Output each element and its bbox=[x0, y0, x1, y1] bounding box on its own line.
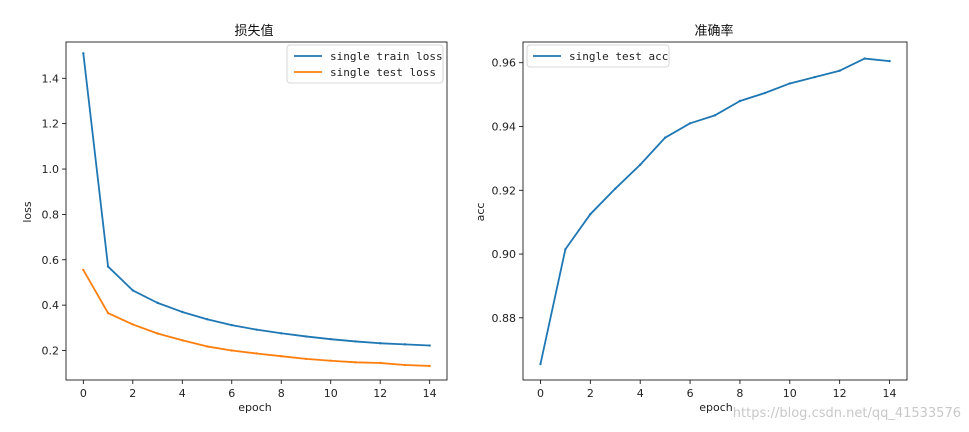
data-point bbox=[663, 136, 667, 139]
loss-legend-label-train: single train loss bbox=[330, 50, 443, 63]
acc-legend-label: single test acc bbox=[569, 50, 668, 63]
data-point bbox=[428, 344, 431, 347]
data-point bbox=[106, 311, 110, 315]
acc-x-axis-label: epoch bbox=[699, 401, 733, 414]
y-tick-label: 0.2 bbox=[42, 345, 60, 358]
data-point bbox=[181, 310, 184, 314]
y-tick-label: 0.90 bbox=[492, 248, 517, 261]
x-tick-label: 0 bbox=[537, 387, 544, 400]
y-tick-label: 0.8 bbox=[42, 208, 60, 221]
x-tick-label: 6 bbox=[228, 387, 235, 400]
x-tick-label: 4 bbox=[637, 387, 644, 400]
series-line-1 bbox=[82, 53, 430, 347]
data-point bbox=[205, 345, 209, 348]
data-point bbox=[379, 361, 382, 365]
data-point bbox=[82, 52, 85, 55]
data-point bbox=[131, 323, 134, 326]
data-point bbox=[539, 362, 542, 366]
y-tick-label: 0.92 bbox=[492, 184, 517, 197]
y-tick-label: 0.88 bbox=[492, 312, 517, 325]
data-point bbox=[82, 268, 85, 272]
data-point bbox=[403, 363, 407, 367]
data-point bbox=[280, 354, 283, 358]
data-point bbox=[428, 364, 431, 368]
x-tick-label: 8 bbox=[278, 387, 285, 400]
x-tick-label: 14 bbox=[883, 387, 897, 400]
acc-chart: 准确率 0 2 4 6 8 10 12 14 0.88 0.90 0.92 0.94 0.96 epoc… bbox=[474, 23, 908, 414]
data-point bbox=[329, 359, 332, 362]
data-point bbox=[255, 352, 258, 355]
data-point bbox=[688, 122, 692, 125]
y-tick-label: 1.0 bbox=[42, 163, 60, 176]
data-point bbox=[813, 75, 816, 79]
loss-legend-box bbox=[286, 44, 444, 84]
acc-plot-area: 0 2 4 6 8 10 12 14 0.88 0.90 0.92 0.94 0.96 bbox=[492, 57, 897, 400]
data-point bbox=[106, 265, 110, 268]
y-tick-label: 0.94 bbox=[492, 121, 517, 134]
x-tick-label: 8 bbox=[736, 387, 743, 400]
x-tick-label: 2 bbox=[129, 387, 136, 400]
y-tick-label: 0.6 bbox=[42, 254, 60, 267]
data-point bbox=[614, 187, 617, 190]
acc-chart-title: 准确率 bbox=[694, 23, 733, 39]
data-point bbox=[156, 301, 159, 305]
watermark-text: https://blog.csdn.net/qq_41533576 bbox=[733, 406, 961, 421]
loss-plot-area: 0 2 4 6 8 10 12 14 0.2 0.4 0.6 0.8 1.0 1.2 1.4 bbox=[42, 52, 437, 400]
data-point bbox=[788, 82, 792, 85]
acc-legend: single test acc bbox=[526, 44, 670, 68]
data-point bbox=[329, 337, 332, 341]
y-tick-label: 0.96 bbox=[492, 57, 517, 70]
data-point bbox=[255, 328, 258, 331]
x-tick-label: 0 bbox=[80, 387, 87, 400]
loss-chart: 损失值 0 2 4 6 8 10 12 14 0.2 0.4 0.6 0.8 1.0 1.2 1.4 epo… bbox=[21, 23, 448, 414]
x-tick-label: 4 bbox=[179, 387, 186, 400]
data-point bbox=[838, 69, 841, 72]
data-point bbox=[131, 289, 134, 292]
x-tick-label: 12 bbox=[373, 387, 387, 400]
loss-chart-title: 损失值 bbox=[234, 23, 273, 39]
y-tick-label: 1.4 bbox=[42, 72, 60, 85]
data-point bbox=[205, 318, 209, 321]
y-tick-label: 0.4 bbox=[42, 299, 60, 312]
loss-y-axis-label: loss bbox=[21, 201, 34, 223]
loss-legend: single train loss single test loss bbox=[286, 44, 444, 84]
y-tick-label: 1.2 bbox=[42, 118, 60, 131]
loss-plot-frame bbox=[65, 41, 448, 381]
data-point bbox=[181, 339, 184, 342]
data-point bbox=[156, 332, 159, 335]
data-point bbox=[379, 342, 382, 345]
x-tick-label: 6 bbox=[687, 387, 694, 400]
series-line-2 bbox=[82, 269, 430, 367]
series-line-1 bbox=[539, 57, 890, 365]
data-point bbox=[230, 349, 233, 352]
data-point bbox=[638, 163, 642, 166]
x-tick-label: 14 bbox=[423, 387, 437, 400]
x-tick-label: 10 bbox=[783, 387, 797, 400]
x-tick-label: 10 bbox=[324, 387, 338, 400]
data-point bbox=[763, 91, 767, 95]
data-point bbox=[354, 361, 357, 364]
data-point bbox=[738, 99, 742, 103]
x-tick-label: 2 bbox=[587, 387, 594, 400]
data-point bbox=[230, 323, 233, 327]
data-point bbox=[354, 340, 357, 343]
loss-legend-label-test: single test loss bbox=[330, 66, 436, 79]
data-point bbox=[304, 357, 308, 361]
data-point bbox=[403, 343, 407, 346]
data-point bbox=[713, 114, 717, 117]
acc-legend-box bbox=[526, 44, 670, 68]
data-point bbox=[304, 335, 308, 338]
data-point bbox=[589, 212, 592, 216]
data-point bbox=[564, 248, 567, 251]
acc-plot-frame bbox=[522, 41, 908, 381]
acc-y-axis-label: acc bbox=[474, 203, 487, 222]
data-point bbox=[280, 332, 283, 335]
loss-x-axis-label: epoch bbox=[238, 401, 272, 414]
data-point bbox=[863, 57, 866, 60]
x-tick-label: 12 bbox=[833, 387, 847, 400]
data-point bbox=[888, 59, 891, 63]
